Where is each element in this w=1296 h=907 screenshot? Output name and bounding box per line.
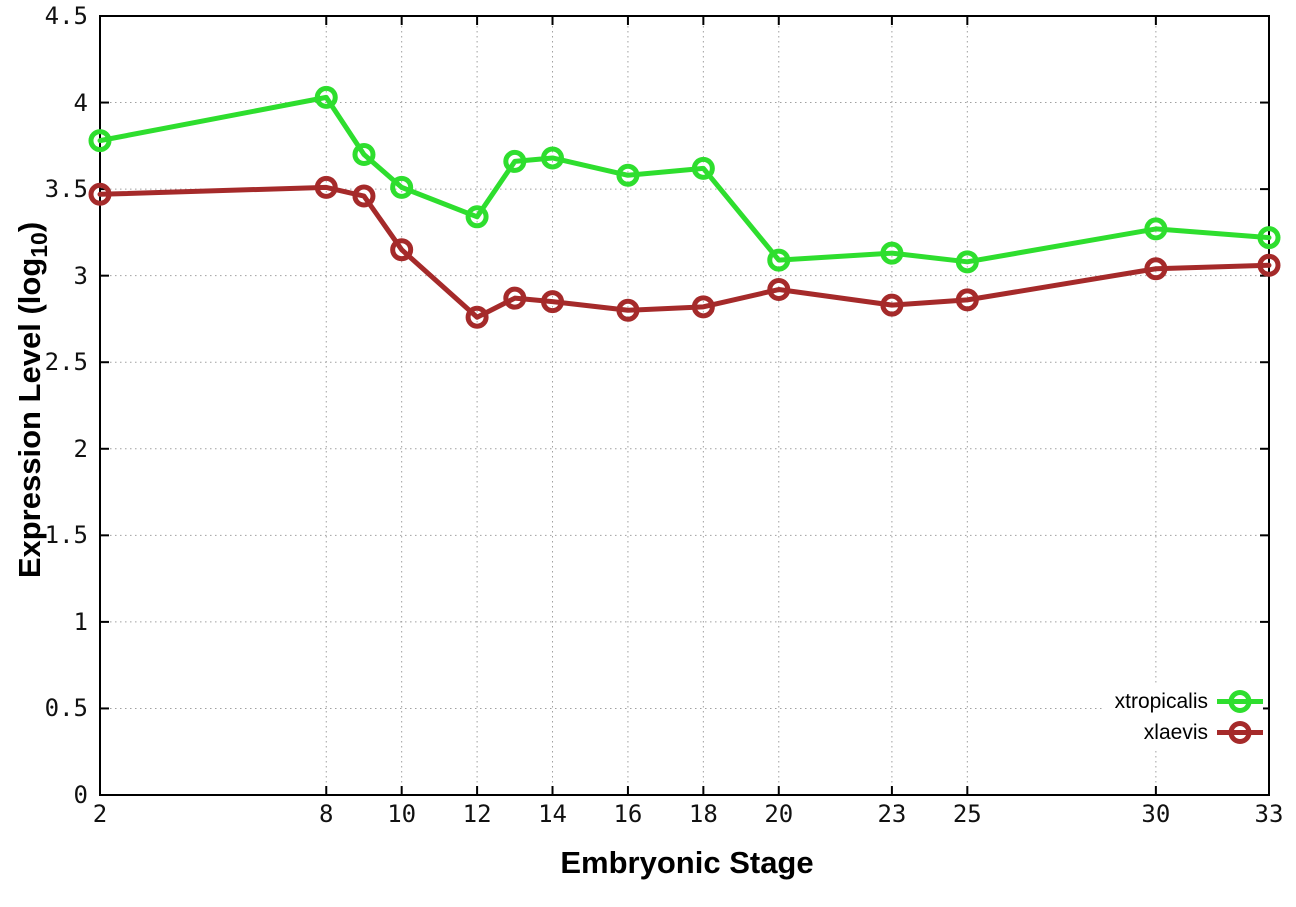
- x-tick-label: 14: [538, 800, 567, 828]
- data-point-xlaevis-stage-14: [541, 290, 565, 314]
- legend-marker-xtropicalis-icon: [1217, 690, 1263, 713]
- legend-label-xtropicalis: xtropicalis: [1114, 689, 1208, 713]
- data-point-xtropicalis-stage-18: [691, 156, 715, 180]
- x-tick-label: 12: [462, 800, 492, 828]
- x-tick-label: 16: [613, 800, 643, 828]
- data-point-xlaevis-stage-13: [503, 286, 527, 310]
- y-tick-label: 4: [73, 88, 88, 117]
- y-axis-title-close: ): [12, 221, 47, 233]
- y-tick-label: 1.5: [44, 521, 88, 550]
- y-tick-label: 4.5: [44, 2, 88, 30]
- x-tick-label: 33: [1254, 800, 1284, 828]
- legend-entry-xlaevis: xlaevis: [1115, 717, 1263, 748]
- x-tick-label: 30: [1141, 800, 1171, 828]
- legend: xtropicalis xlaevis: [1102, 686, 1263, 748]
- x-axis-title: Embryonic Stage: [560, 845, 814, 880]
- legend-label-xlaevis: xlaevis: [1143, 720, 1208, 744]
- x-tick-label: 8: [319, 800, 334, 828]
- data-point-xtropicalis-stage-8: [314, 85, 338, 109]
- data-point-xtropicalis-stage-33: [1257, 226, 1281, 250]
- x-tick-label: 20: [764, 800, 794, 828]
- data-point-xtropicalis-stage-25: [955, 250, 979, 274]
- data-point-xtropicalis-stage-12: [465, 205, 489, 229]
- y-tick-label: 3.5: [44, 175, 88, 204]
- x-tick-label: 10: [387, 800, 417, 828]
- y-axis-title: Expression Level (log10): [12, 221, 52, 579]
- data-point-xlaevis-stage-8: [314, 175, 338, 199]
- data-point-xlaevis-stage-20: [767, 278, 791, 302]
- y-tick-label: 2.5: [44, 348, 88, 377]
- data-point-xtropicalis-stage-23: [880, 241, 904, 265]
- series-line-xlaevis: [97, 184, 1272, 320]
- data-point-xtropicalis-stage-16: [616, 163, 640, 187]
- y-tick-label: 0.5: [44, 694, 88, 723]
- data-point-xlaevis-stage-33: [1257, 253, 1281, 277]
- data-point-xlaevis-stage-2: [88, 182, 112, 206]
- data-point-xtropicalis-stage-9: [352, 142, 376, 166]
- data-point-xtropicalis-stage-30: [1144, 217, 1168, 241]
- legend-marker-xlaevis-icon: [1217, 721, 1263, 744]
- data-point-xlaevis-stage-10: [390, 238, 414, 262]
- data-point-xtropicalis-stage-13: [503, 149, 527, 173]
- data-point-xtropicalis-stage-20: [767, 248, 791, 272]
- y-tick-label: 0: [73, 781, 88, 809]
- data-point-xlaevis-stage-9: [352, 184, 376, 208]
- data-point-xlaevis-stage-25: [955, 288, 979, 312]
- y-axis-title-text: Expression Level (log: [12, 257, 47, 579]
- y-axis-title-subscript: 10: [26, 232, 53, 258]
- data-point-xtropicalis-stage-10: [390, 175, 414, 199]
- y-tick-label: 2: [73, 434, 88, 463]
- data-point-xtropicalis-stage-14: [541, 146, 565, 170]
- legend-entry-xtropicalis: xtropicalis: [1115, 686, 1263, 717]
- x-tick-label: 25: [952, 800, 982, 828]
- y-tick-label: 1: [73, 607, 88, 636]
- x-tick-label: 23: [877, 800, 907, 828]
- data-point-xtropicalis-stage-2: [88, 129, 112, 153]
- data-point-xlaevis-stage-30: [1144, 257, 1168, 281]
- data-point-xlaevis-stage-23: [880, 293, 904, 317]
- data-point-xlaevis-stage-12: [465, 305, 489, 329]
- x-tick-label: 18: [688, 800, 718, 828]
- y-tick-label: 3: [73, 261, 88, 290]
- series-line-xtropicalis: [97, 94, 1272, 265]
- x-tick-label: 2: [92, 800, 108, 828]
- data-point-xlaevis-stage-18: [691, 295, 715, 319]
- data-point-xlaevis-stage-16: [616, 298, 640, 322]
